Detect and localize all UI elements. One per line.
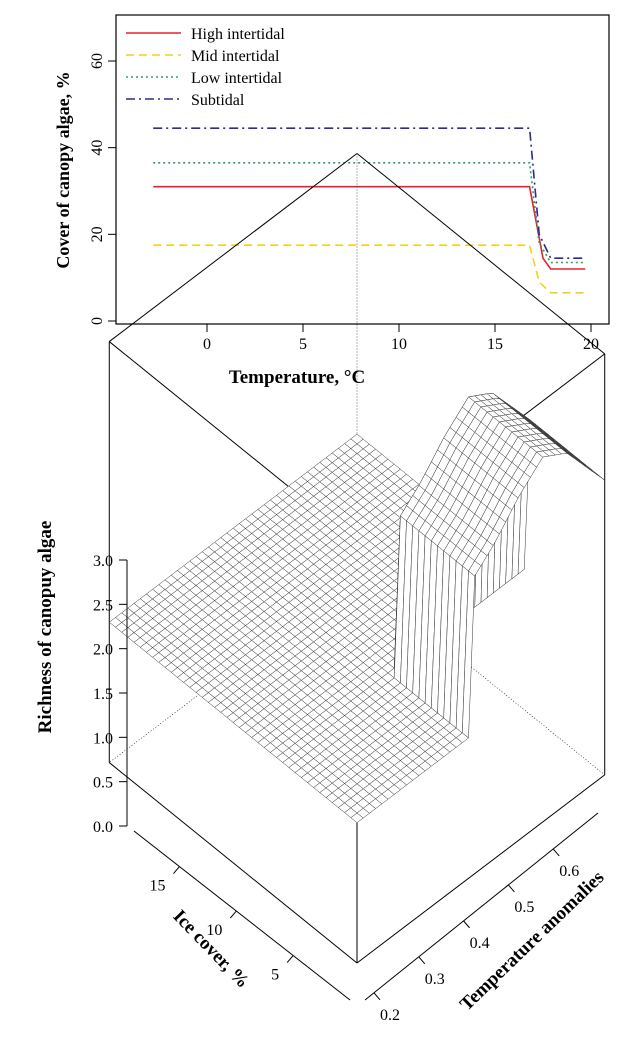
z-tick-label: 0.0 (93, 819, 113, 836)
box-top-edge (356, 153, 606, 355)
y-tick-label: 0.6 (559, 863, 579, 880)
z-tick-label: 3.0 (93, 553, 113, 570)
y-tick-mark (463, 920, 470, 929)
z-axis: 0.0 0.5 1.0 1.5 2.0 2.5 3.0 (93, 553, 128, 836)
x-tick-label: 10 (206, 922, 222, 939)
legend-label: Mid intertidal (191, 48, 280, 65)
y-tick-mark (552, 848, 560, 857)
y-tick-label: 40 (89, 140, 106, 156)
x-tick-mark (173, 866, 180, 874)
surface-cell (350, 812, 364, 824)
y-tick-mark (508, 884, 515, 893)
y-tick-label: 0.5 (514, 899, 534, 916)
x-tick-label: 5 (271, 967, 279, 984)
box-back-edge (356, 574, 605, 776)
y-tick-label: 60 (89, 53, 106, 69)
y-axis: 0 20 40 60 (89, 53, 117, 325)
y-tick-label: 0.4 (470, 935, 490, 952)
box-bottom-edge (356, 774, 606, 964)
x-axis-line (133, 830, 351, 1001)
x-tick-label: 0 (203, 336, 211, 353)
series-line-3 (153, 162, 586, 264)
y-tick-label: 0.2 (380, 1007, 400, 1024)
line-chart-cover: 0 5 10 15 20 0 20 40 60 High intertidal Mid inte… (53, 14, 610, 388)
z-tick-label: 1.0 (93, 730, 113, 747)
series-line-1 (153, 185, 586, 270)
x-tick-mark (229, 910, 237, 919)
x-tick-label: 15 (149, 878, 165, 895)
z-tick-label: 1.5 (93, 686, 113, 703)
surface-chart-richness: 0.0 0.5 1.0 1.5 2.0 2.5 3.0 5 10 15 0.2 0.3 0.4 0.5… (35, 153, 608, 1024)
series-line-4 (153, 127, 586, 260)
x-axis: 5 10 15 (133, 830, 351, 1001)
z-axis-label: Richness of canopuy algae (35, 521, 56, 734)
y-tick-mark (373, 992, 381, 1001)
y-axis-label: Cover of canopy algae, % (53, 71, 73, 268)
z-tick-label: 2.5 (93, 597, 113, 614)
surface-mesh (108, 393, 605, 824)
x-tick-mark (286, 955, 294, 963)
x-axis: 0 5 10 15 20 (203, 323, 599, 353)
y-tick-label: 0 (89, 317, 106, 325)
series-lines (153, 127, 586, 294)
y-axis-line (364, 812, 599, 1001)
z-tick-label: 2.0 (93, 642, 113, 659)
x-tick-label: 5 (299, 336, 307, 353)
box-top-edge (108, 153, 358, 342)
y-tick-label: 20 (89, 226, 106, 242)
legend-label: Subtidal (191, 92, 245, 109)
x-tick-label: 15 (487, 336, 503, 353)
legend-label: High intertidal (191, 26, 285, 43)
y-tick-mark (418, 956, 426, 965)
z-tick-label: 0.5 (93, 775, 113, 792)
y-axis: 0.2 0.3 0.4 0.5 0.6 (364, 812, 599, 1024)
series-line-2 (153, 244, 586, 294)
legend: High intertidal Mid intertidal Low interti… (126, 26, 285, 109)
box-bottom-edge (108, 762, 358, 964)
x-axis-label: Temperature, °C (229, 367, 365, 388)
x-tick-label: 10 (391, 336, 407, 353)
plot-frame (115, 14, 610, 325)
x-axis-label: Ice cover, % (169, 906, 254, 993)
x-tick-label: 20 (583, 336, 599, 353)
legend-label: Low intertidal (191, 70, 283, 87)
y-tick-label: 0.3 (425, 971, 445, 988)
